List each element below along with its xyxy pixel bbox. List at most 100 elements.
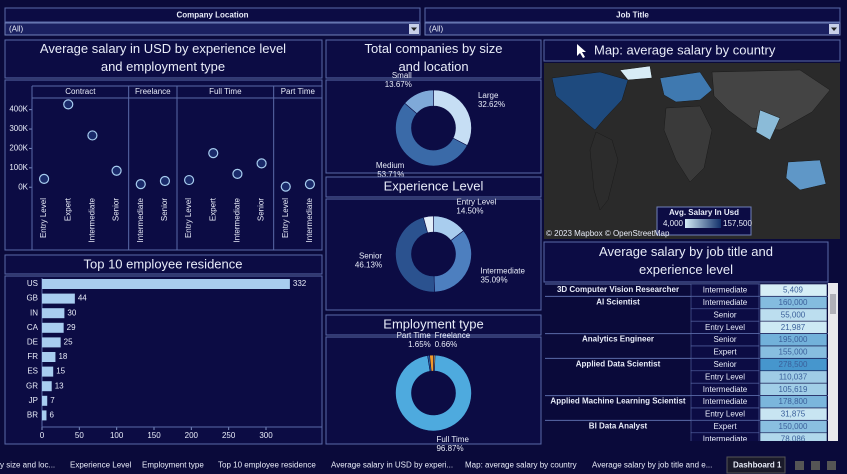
tab[interactable]: y size and loc... (0, 461, 55, 470)
slice-label: Small (392, 71, 412, 80)
bar-value-label: 30 (67, 308, 76, 317)
slice-value-label: 32.62% (478, 100, 505, 109)
dropdown-arrow (831, 27, 837, 31)
x-tick-label: 50 (75, 431, 84, 440)
dropdown-arrow (411, 27, 417, 31)
scroll-thumb[interactable] (830, 294, 836, 314)
panel (325, 39, 542, 79)
panel (4, 254, 323, 275)
chart-title: Average salary in USD by experience leve… (40, 41, 286, 74)
level: Senior (713, 310, 736, 319)
active-tab-label[interactable]: Dashboard 1 (733, 461, 782, 470)
y-tick-label: 200K (9, 144, 28, 153)
salary: 195,000 (779, 335, 808, 344)
x-tick-label: Intermediate (136, 197, 145, 242)
level: Senior (713, 335, 736, 344)
job-title: Applied Data Scientist (576, 360, 661, 369)
tab[interactable]: Top 10 employee residence (218, 461, 316, 470)
filter-header (4, 7, 421, 23)
point (208, 147, 219, 159)
bar-value-label: 13 (55, 381, 64, 390)
bar (42, 395, 48, 406)
filter-label: Company Location (176, 11, 248, 20)
level: Expert (713, 422, 737, 431)
slice (395, 354, 472, 432)
x-tick-label: 200 (185, 431, 199, 440)
salary: 31,875 (781, 410, 806, 419)
point (135, 179, 146, 190)
point (304, 179, 316, 190)
level: Entry Level (705, 410, 745, 419)
panel (325, 176, 542, 198)
map-country (589, 131, 619, 211)
tab-control[interactable] (795, 461, 804, 470)
slice-label: Entry Level (456, 197, 496, 206)
tab[interactable]: Experience Level (70, 461, 132, 470)
point (38, 173, 50, 184)
point (111, 165, 122, 176)
bar-value-label: 29 (67, 323, 76, 332)
slice (404, 89, 434, 115)
map-country (711, 69, 831, 131)
point (87, 130, 98, 141)
tab-control[interactable] (827, 461, 836, 470)
x-tick-label: Expert (208, 197, 217, 221)
legend-max: 157,500 (723, 219, 752, 228)
salary: 5,409 (783, 286, 804, 295)
chart-title: Top 10 employee residence (84, 256, 243, 271)
level: Intermediate (703, 397, 748, 406)
y-tick-label: FR (27, 352, 38, 361)
level: Intermediate (703, 434, 748, 443)
facet-label: Part Time (281, 87, 316, 96)
slice-value-label: 46.13% (355, 261, 382, 270)
tab[interactable]: Average salary by job title and e... (592, 461, 712, 470)
slice-label: Senior (359, 252, 382, 261)
y-tick-label: JP (29, 396, 38, 405)
filter-dropdown[interactable] (424, 22, 841, 36)
x-tick-label: 300 (259, 431, 273, 440)
filter-dropdown[interactable] (4, 22, 421, 36)
legend-title: Avg. Salary In Usd (669, 208, 739, 217)
level: Expert (713, 348, 737, 357)
salary: 150,000 (779, 422, 808, 431)
level: Entry Level (705, 323, 745, 332)
x-tick-label: Senior (112, 198, 121, 221)
panel (4, 275, 323, 445)
y-tick-label: GB (26, 294, 38, 303)
y-tick-label: BR (27, 411, 38, 420)
bar (42, 308, 65, 319)
value-cell (759, 432, 828, 441)
x-tick-label: 150 (147, 431, 161, 440)
salary: 178,800 (779, 397, 808, 406)
slice-label: Freelance (435, 331, 471, 340)
map-country (785, 159, 827, 191)
y-tick-label: IN (30, 308, 38, 317)
tab[interactable]: Average salary in USD by experi... (331, 461, 453, 470)
x-tick-label: 100 (110, 431, 124, 440)
x-tick-label: Intermediate (88, 197, 97, 242)
job-title: AI Scientist (596, 298, 640, 307)
legend-gradient (685, 219, 721, 228)
point (63, 99, 74, 110)
y-tick-label: CA (27, 323, 39, 332)
y-tick-label: 400K (9, 105, 28, 114)
bar (42, 352, 56, 362)
panel (325, 314, 542, 336)
active-tab (726, 456, 786, 474)
tab-bar (0, 455, 847, 474)
map-country (551, 71, 629, 131)
panel (4, 39, 323, 79)
tab[interactable]: Employment type (142, 461, 204, 470)
salary: 55,000 (781, 310, 806, 319)
slice (429, 354, 434, 372)
x-tick-label: Intermediate (233, 197, 242, 242)
tab[interactable]: Map: average salary by country (465, 461, 577, 470)
map-country (663, 105, 713, 183)
bar-value-label: 332 (293, 279, 307, 288)
salary: 78,086 (781, 434, 806, 443)
bar-value-label: 25 (64, 338, 73, 347)
scrollbar[interactable] (828, 283, 838, 441)
slice-value-label: 53.71% (377, 170, 404, 179)
y-tick-label: 0K (18, 182, 28, 191)
tab-control[interactable] (811, 461, 820, 470)
